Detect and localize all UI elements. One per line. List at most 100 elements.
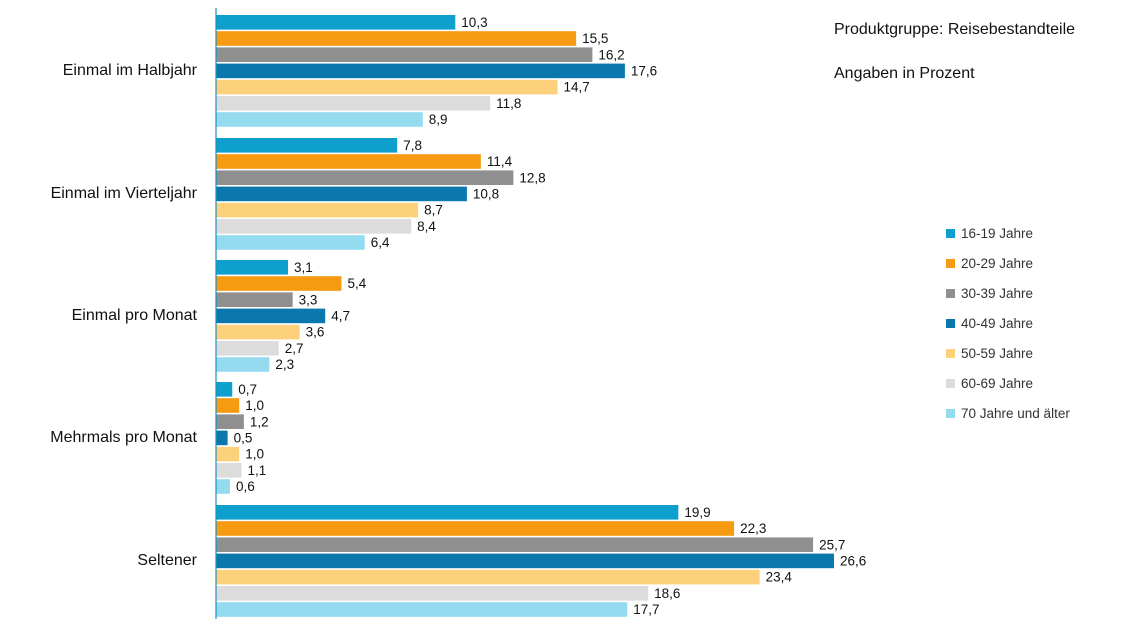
category-label: Mehrmals pro Monat: [50, 429, 197, 446]
legend-swatch: [946, 318, 955, 328]
value-labels-layer: 10,3 15,516,2 17,6 14,7 11,8 8,9 7,8 11,4 12,8 10…: [234, 15, 867, 617]
value-label: 10,3: [461, 15, 487, 30]
value-label: 22,3: [740, 521, 766, 536]
value-label: 11,4: [487, 154, 513, 169]
bar: [216, 235, 365, 250]
bar: [216, 586, 649, 601]
bar: [216, 382, 233, 397]
value-label: 19,9: [684, 505, 710, 520]
legend-item: 20-29 Jahre: [946, 248, 1070, 278]
legend-swatch: [946, 288, 955, 298]
value-label: 2,3: [275, 357, 294, 372]
value-label: 0,6: [236, 479, 255, 494]
legend-label: 50-59 Jahre: [961, 345, 1034, 361]
bar: [216, 398, 240, 413]
info-box: Produktgruppe: Reisebestandteile Angaben…: [834, 18, 1075, 86]
bar: [216, 170, 514, 185]
chart-legend: 16-19 Jahre 20-29 Jahre 30-39 Jahre 40-49 J…: [946, 218, 1070, 428]
legend-item: 70 Jahre und älter: [946, 398, 1070, 428]
value-label: 18,6: [654, 586, 680, 601]
value-label: 12,8: [519, 170, 545, 185]
legend-swatch: [946, 258, 955, 268]
category-label: Einmal im Halbjahr: [63, 62, 198, 79]
bar: [216, 357, 270, 372]
bar: [216, 324, 300, 340]
value-label: 25,7: [819, 537, 845, 552]
value-label: 1,0: [245, 398, 264, 413]
bar: [216, 430, 228, 446]
legend-label: 60-69 Jahre: [961, 375, 1034, 391]
bar: [216, 186, 467, 202]
category-labels-layer: Einmal im Halbjahr Einmal im Vierteljahr E…: [50, 62, 197, 569]
value-label: 14,7: [564, 80, 590, 95]
bar: [216, 31, 577, 46]
legend-swatch: [946, 348, 955, 358]
bar: [216, 202, 419, 218]
legend-swatch: [946, 408, 955, 418]
value-label: 16,2: [598, 47, 624, 62]
value-label: 3,6: [306, 325, 325, 340]
value-label: 2,7: [285, 341, 304, 356]
bar: [216, 553, 834, 569]
bar: [216, 292, 293, 307]
bar: [216, 463, 242, 478]
category-label: Einmal pro Monat: [72, 307, 198, 324]
value-label: 8,9: [429, 112, 448, 127]
category-label: Einmal im Vierteljahr: [51, 185, 198, 202]
legend-item: 16-19 Jahre: [946, 218, 1070, 248]
legend-label: 20-29 Jahre: [961, 255, 1034, 271]
bar: [216, 521, 735, 536]
legend-item: 50-59 Jahre: [946, 338, 1070, 368]
value-label: 8,7: [424, 203, 443, 218]
value-label: 23,4: [766, 570, 793, 585]
bar: [216, 112, 423, 127]
bar: [216, 260, 289, 275]
value-label: 7,8: [403, 138, 422, 153]
value-label: 3,1: [294, 260, 313, 275]
bar: [216, 505, 679, 520]
legend-label: 16-19 Jahre: [961, 225, 1034, 241]
value-label: 6,4: [371, 235, 390, 250]
legend-item: 40-49 Jahre: [946, 308, 1070, 338]
value-label: 15,5: [582, 31, 608, 46]
value-label: 3,3: [299, 292, 318, 307]
product-group-label: Produktgruppe: Reisebestandteile: [834, 21, 1076, 38]
value-label: 0,5: [234, 430, 253, 445]
legend-swatch: [946, 228, 955, 238]
bar: [216, 276, 342, 291]
legend-label: 70 Jahre und älter: [961, 405, 1070, 421]
bar: [216, 569, 760, 585]
value-label: 17,7: [633, 602, 659, 617]
value-label: 1,0: [245, 447, 264, 462]
legend-label: 40-49 Jahre: [961, 315, 1034, 331]
bar: [216, 15, 456, 30]
bar: [216, 479, 230, 494]
bar: [216, 96, 491, 111]
bar: [216, 154, 481, 169]
value-label: 8,4: [417, 219, 436, 234]
value-label: 0,7: [238, 382, 257, 397]
value-label: 26,6: [840, 553, 866, 568]
bar: [216, 219, 412, 234]
legend-item: 30-39 Jahre: [946, 278, 1070, 308]
bar: [216, 63, 625, 79]
legend-swatch: [946, 378, 955, 388]
value-label: 1,1: [248, 463, 267, 478]
bar: [216, 537, 814, 552]
value-label: 10,8: [473, 186, 499, 201]
bar: [216, 47, 593, 62]
value-label: 5,4: [347, 276, 366, 291]
bar: [216, 308, 326, 324]
bar: [216, 341, 279, 356]
bar: [216, 414, 244, 429]
value-label: 11,8: [496, 96, 521, 111]
category-label: Seltener: [137, 552, 197, 569]
bar: [216, 138, 398, 153]
value-label: 4,7: [331, 308, 350, 323]
bar: [216, 602, 628, 617]
value-label: 1,2: [250, 414, 269, 429]
bar: [216, 446, 240, 462]
bars-layer: [216, 15, 834, 617]
unit-note-label: Angaben in Prozent: [834, 65, 975, 82]
